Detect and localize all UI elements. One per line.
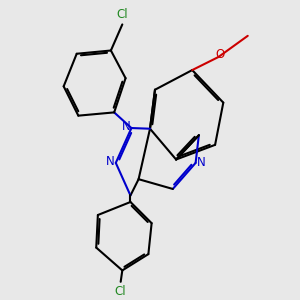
- Text: N: N: [106, 155, 115, 168]
- Text: Cl: Cl: [115, 285, 127, 298]
- Text: O: O: [216, 49, 225, 62]
- Text: Cl: Cl: [116, 8, 128, 21]
- Text: N: N: [196, 156, 205, 170]
- Text: N: N: [122, 120, 130, 133]
